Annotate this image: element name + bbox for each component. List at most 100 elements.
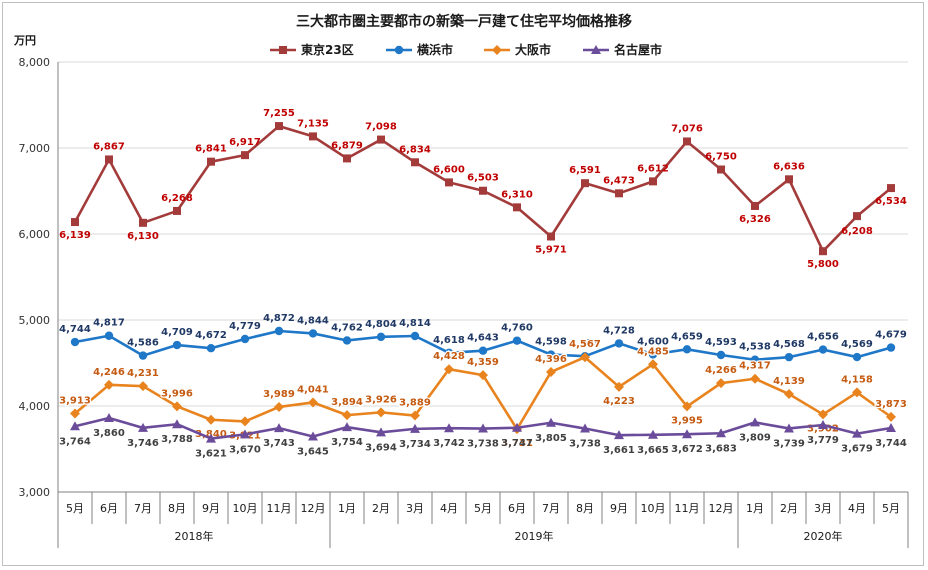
x-tick-label: 8月	[168, 502, 186, 515]
data-label: 3,683	[705, 443, 737, 454]
data-point	[784, 389, 794, 400]
y-axis: 3,000 4,000 5,000 6,000 7,000 8,000	[19, 56, 51, 499]
data-label: 4,266	[705, 365, 737, 376]
data-label: 4,041	[297, 384, 329, 395]
data-point	[376, 332, 386, 342]
x-tick-label: 4月	[440, 502, 458, 515]
legend-item: 東京23区	[270, 42, 354, 57]
x-tick-label: 7月	[542, 502, 560, 515]
data-point	[648, 429, 658, 439]
data-point	[648, 359, 658, 370]
data-point	[308, 431, 318, 441]
data-point	[411, 158, 419, 167]
data-label: 3,873	[875, 399, 907, 410]
data-label: 3,754	[331, 437, 363, 448]
y-tick-label: 7,000	[19, 142, 51, 155]
data-label: 4,844	[297, 315, 329, 326]
data-point	[173, 206, 181, 215]
data-label: 6,534	[875, 196, 907, 207]
data-point	[818, 409, 828, 420]
data-point	[274, 401, 284, 412]
data-point	[444, 348, 454, 358]
x-tick-label: 5月	[882, 502, 900, 515]
data-point	[547, 232, 555, 241]
data-point	[444, 364, 454, 375]
data-label: 6,750	[705, 152, 737, 163]
data-point	[206, 344, 216, 353]
data-point	[683, 137, 691, 146]
x-tick-label: 8月	[576, 502, 594, 515]
data-label: 6,473	[603, 175, 635, 186]
data-point	[784, 423, 794, 433]
data-label: 6,503	[467, 173, 499, 184]
data-label: 4,317	[739, 361, 771, 372]
data-label: 4,814	[399, 318, 431, 329]
data-point	[445, 178, 453, 187]
data-point	[71, 218, 79, 227]
data-label: 4,817	[93, 318, 125, 329]
data-label: 6,612	[637, 163, 669, 174]
data-point	[172, 401, 182, 412]
data-label: 4,593	[705, 337, 737, 348]
data-label: 4,804	[365, 319, 397, 330]
data-label: 6,310	[501, 189, 533, 200]
data-label: 4,586	[127, 338, 159, 349]
data-point	[546, 417, 556, 427]
y-tick-label: 8,000	[19, 56, 51, 69]
y-tick-label: 6,000	[19, 228, 51, 241]
data-point	[512, 336, 522, 345]
data-point	[240, 416, 250, 427]
data-label: 4,579	[569, 338, 601, 349]
data-point	[70, 421, 80, 431]
data-point	[649, 177, 657, 186]
data-label: 6,636	[773, 161, 805, 172]
legend-item: 名古屋市	[583, 42, 662, 57]
x-tick-label: 1月	[746, 502, 764, 515]
data-point	[444, 423, 454, 433]
data-point	[682, 345, 692, 354]
data-point	[308, 397, 318, 408]
data-label: 4,568	[773, 339, 805, 350]
data-label: 5,971	[535, 244, 567, 255]
data-label: 3,860	[93, 428, 125, 439]
data-label: 4,779	[229, 321, 261, 332]
x-tick-label: 2月	[372, 502, 390, 515]
data-label: 3,670	[229, 444, 261, 455]
data-point	[138, 351, 148, 360]
data-label: 4,428	[433, 351, 465, 362]
data-label: 3,665	[637, 445, 669, 456]
data-label: 5,800	[807, 259, 839, 270]
data-label: 4,538	[739, 342, 771, 353]
plot-area	[57, 61, 908, 493]
data-label: 7,098	[365, 122, 397, 133]
data-point	[241, 151, 249, 160]
data-label: 3,805	[535, 433, 567, 444]
data-label: 4,223	[603, 396, 635, 407]
data-label: 4,600	[637, 336, 669, 347]
x-tick-label: 11月	[675, 502, 700, 515]
data-point	[376, 427, 386, 437]
data-point	[70, 408, 80, 419]
data-point	[309, 132, 317, 141]
data-label: 4,762	[331, 322, 363, 333]
data-point	[886, 423, 896, 433]
x-tick-label: 9月	[202, 502, 220, 515]
data-label: 3,894	[331, 397, 363, 408]
x-tick-label: 1月	[338, 502, 356, 515]
legend-label: 名古屋市	[614, 42, 662, 57]
data-point	[580, 352, 590, 363]
data-label: 6,834	[399, 144, 431, 155]
data-point	[308, 329, 318, 338]
legend-swatch-marker	[394, 45, 404, 55]
data-point	[853, 212, 861, 221]
legend-item: 横浜市	[386, 42, 453, 57]
data-point	[104, 331, 114, 340]
data-label: 3,734	[399, 439, 431, 450]
legend-label: 東京23区	[301, 42, 354, 57]
data-point	[852, 352, 862, 362]
data-point	[172, 419, 182, 429]
x-tick-label: 12月	[709, 502, 734, 515]
series-2: 3,9134,2464,2313,9963,8403,8213,9894,041…	[58, 338, 908, 450]
data-label: 4,396	[535, 354, 567, 365]
